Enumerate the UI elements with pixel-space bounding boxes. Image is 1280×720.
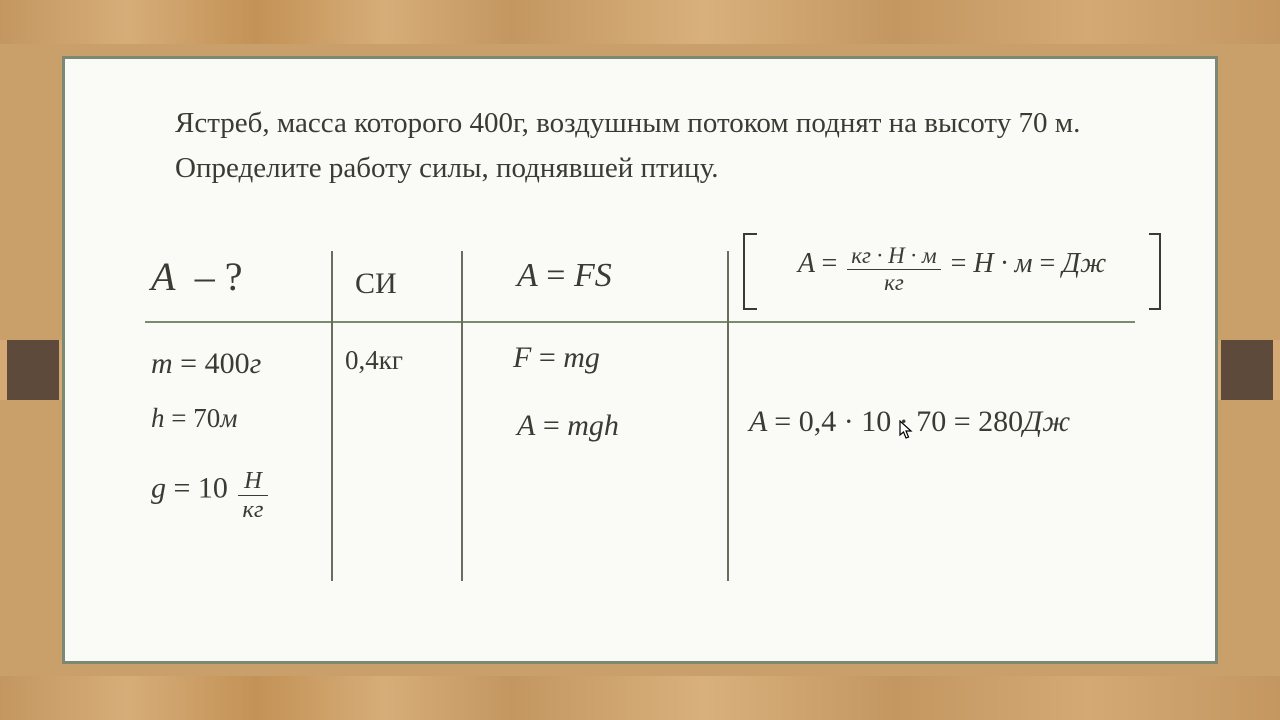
calc-a: 0,4 bbox=[799, 405, 837, 438]
solution-table: A – ? m = 400г h = 70м g = 10 Н кг СИ 0,… bbox=[145, 237, 1135, 597]
height-unit: м bbox=[220, 403, 237, 433]
table-vline-1 bbox=[331, 251, 333, 581]
formula-A-FS: A = FS bbox=[517, 257, 612, 295]
dim-num: кг · Н · м bbox=[847, 243, 940, 270]
table-vline-2 bbox=[461, 251, 463, 581]
si-mass-val: 0,4кг bbox=[345, 345, 403, 375]
prev-slide-peek bbox=[0, 340, 66, 400]
find-A: A – ? bbox=[151, 253, 242, 300]
formula-F-mg: F = mg bbox=[513, 341, 600, 375]
height-sym: h bbox=[151, 403, 165, 433]
dimension-box: A = кг · Н · м кг = Н · м = Дж bbox=[743, 233, 1161, 310]
calc-b: 10 bbox=[861, 405, 891, 438]
dim-den: кг bbox=[847, 270, 940, 296]
given-mass: m = 400г bbox=[151, 347, 261, 381]
next-slide-peek bbox=[1214, 340, 1280, 400]
mass-unit: г bbox=[250, 347, 262, 380]
mouse-cursor-icon bbox=[899, 420, 913, 440]
dim-lhs: A bbox=[798, 248, 815, 279]
table-hline bbox=[145, 321, 1135, 323]
dim-eq1: Н · м bbox=[973, 248, 1032, 279]
g-val: 10 bbox=[198, 471, 228, 504]
calc-c: 70 bbox=[916, 405, 946, 438]
calc-unit: Дж bbox=[1023, 405, 1070, 438]
slide-card: Ястреб, масса которого 400г, воздушным п… bbox=[62, 56, 1218, 664]
wood-band-bottom bbox=[0, 676, 1280, 720]
height-val: 70 bbox=[193, 403, 220, 433]
calc-result: 280 bbox=[978, 405, 1023, 438]
calc-sym: A bbox=[749, 405, 767, 438]
dim-eq2: Дж bbox=[1062, 248, 1106, 279]
g-unit-num: Н bbox=[238, 467, 267, 496]
wood-band-top bbox=[0, 0, 1280, 44]
mass-sym: m bbox=[151, 347, 173, 380]
si-header: СИ bbox=[355, 267, 397, 301]
problem-statement: Ястреб, масса которого 400г, воздушным п… bbox=[145, 101, 1135, 191]
given-height: h = 70м bbox=[151, 403, 237, 434]
mass-val: 400 bbox=[205, 347, 250, 380]
find-dash: – ? bbox=[185, 254, 243, 299]
table-vline-3 bbox=[727, 251, 729, 581]
g-sym: g bbox=[151, 471, 166, 504]
formula-A-mgh: A = mgh bbox=[517, 409, 619, 443]
find-sym: A bbox=[151, 254, 175, 299]
g-unit-den: кг bbox=[238, 496, 267, 524]
si-mass: 0,4кг bbox=[345, 345, 403, 376]
given-g: g = 10 Н кг bbox=[151, 467, 271, 524]
